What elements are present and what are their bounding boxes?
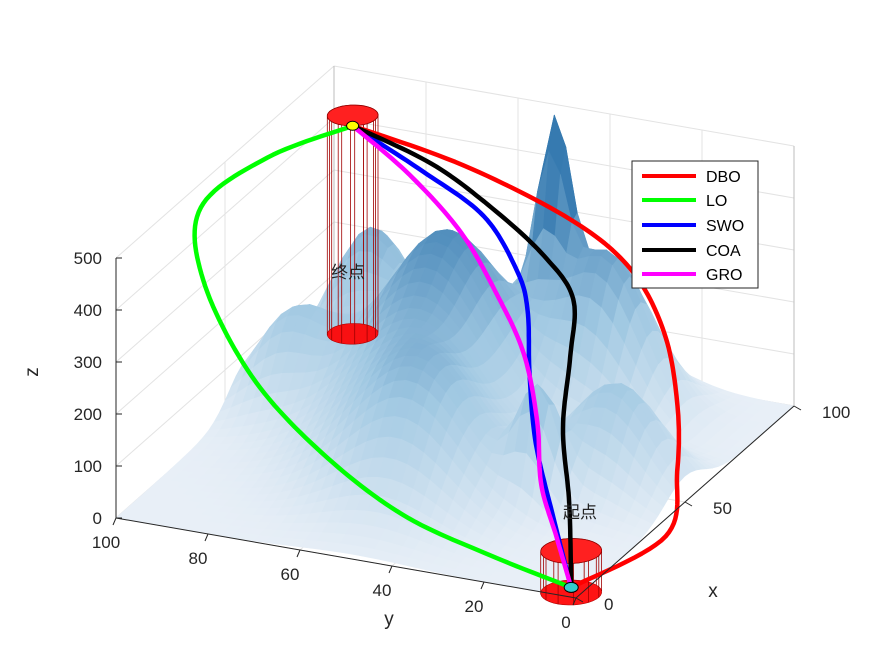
legend-label: SWO — [706, 218, 744, 235]
series-line-dbo — [350, 123, 682, 590]
z-tick-label: 0 — [93, 509, 102, 528]
end-marker — [346, 120, 360, 131]
x-tick-label: 0 — [604, 595, 613, 614]
legend-entry: DBO — [642, 169, 741, 186]
start-marker-label: 起点 — [563, 503, 597, 523]
path-series — [192, 123, 682, 590]
y-tick-mark — [112, 517, 117, 526]
series-line-lo — [192, 123, 574, 590]
x-axis-label: x — [708, 581, 718, 602]
z-tick-label: 300 — [74, 353, 102, 372]
terrain-surface — [115, 114, 795, 599]
x-axis-line — [575, 405, 795, 599]
grid-line — [333, 65, 795, 147]
legend-entry: COA — [642, 243, 741, 260]
y-tick-label: 40 — [373, 581, 392, 600]
tick-labels: 0 100 200 300 400 500 0 20 40 60 80 100 0 50 100 — [74, 249, 851, 632]
y-tick-mark — [572, 597, 577, 606]
y-axis-line — [115, 517, 577, 599]
z-tick-label: 500 — [74, 249, 102, 268]
z-tick-label: 400 — [74, 301, 102, 320]
legend-label: DBO — [706, 169, 741, 186]
legend-label: COA — [706, 243, 741, 260]
x-tick-mark — [684, 501, 693, 507]
series-line-swo — [350, 123, 574, 590]
y-tick-mark — [204, 533, 209, 542]
legend: DBO LO SWO COA GRO — [631, 160, 759, 289]
markers — [346, 120, 579, 593]
end-marker-label: 终点 — [331, 263, 365, 283]
y-tick-label: 100 — [92, 533, 120, 552]
series-line-gro — [350, 123, 574, 590]
legend-entry: LO — [642, 193, 727, 210]
start-marker — [563, 581, 579, 593]
y-tick-mark — [388, 565, 393, 574]
z-axis-label: z — [22, 367, 43, 377]
y-tick-mark — [480, 581, 485, 590]
legend-label: LO — [706, 193, 727, 210]
z-tick-label: 100 — [74, 457, 102, 476]
legend-label: GRO — [706, 267, 742, 284]
obstacles — [326, 104, 602, 606]
x-tick-label: 50 — [713, 499, 732, 518]
x-tick-label: 100 — [822, 403, 850, 422]
y-tick-label: 0 — [561, 613, 570, 632]
y-tick-label: 60 — [281, 565, 300, 584]
legend-entry: SWO — [642, 218, 744, 235]
legend-entry: GRO — [642, 267, 742, 284]
y-tick-label: 80 — [189, 549, 208, 568]
y-axis-label: y — [384, 609, 394, 630]
y-tick-mark — [296, 549, 301, 558]
x-tick-mark — [575, 597, 584, 603]
z-tick-label: 200 — [74, 405, 102, 424]
x-tick-mark — [793, 405, 802, 411]
obstacle-top — [326, 104, 379, 127]
y-tick-label: 20 — [465, 597, 484, 616]
series-line-coa — [350, 123, 578, 590]
